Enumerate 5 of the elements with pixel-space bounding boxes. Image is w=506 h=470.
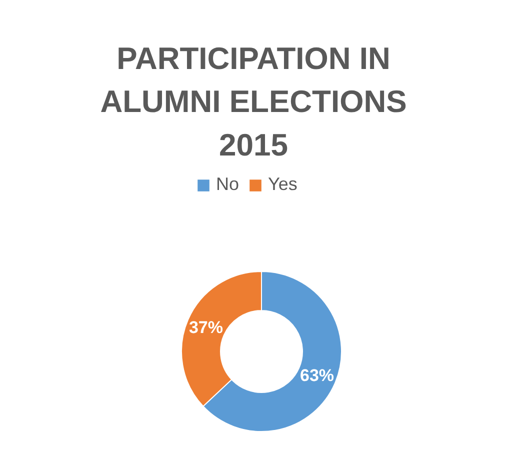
legend-label: No xyxy=(216,174,240,195)
legend-label: Yes xyxy=(268,174,298,195)
data-label: 37% xyxy=(188,318,223,337)
data-label: 63% xyxy=(300,366,334,386)
chart-title: PARTICIPATION IN ALUMNI ELECTIONS 2015 xyxy=(100,41,407,162)
